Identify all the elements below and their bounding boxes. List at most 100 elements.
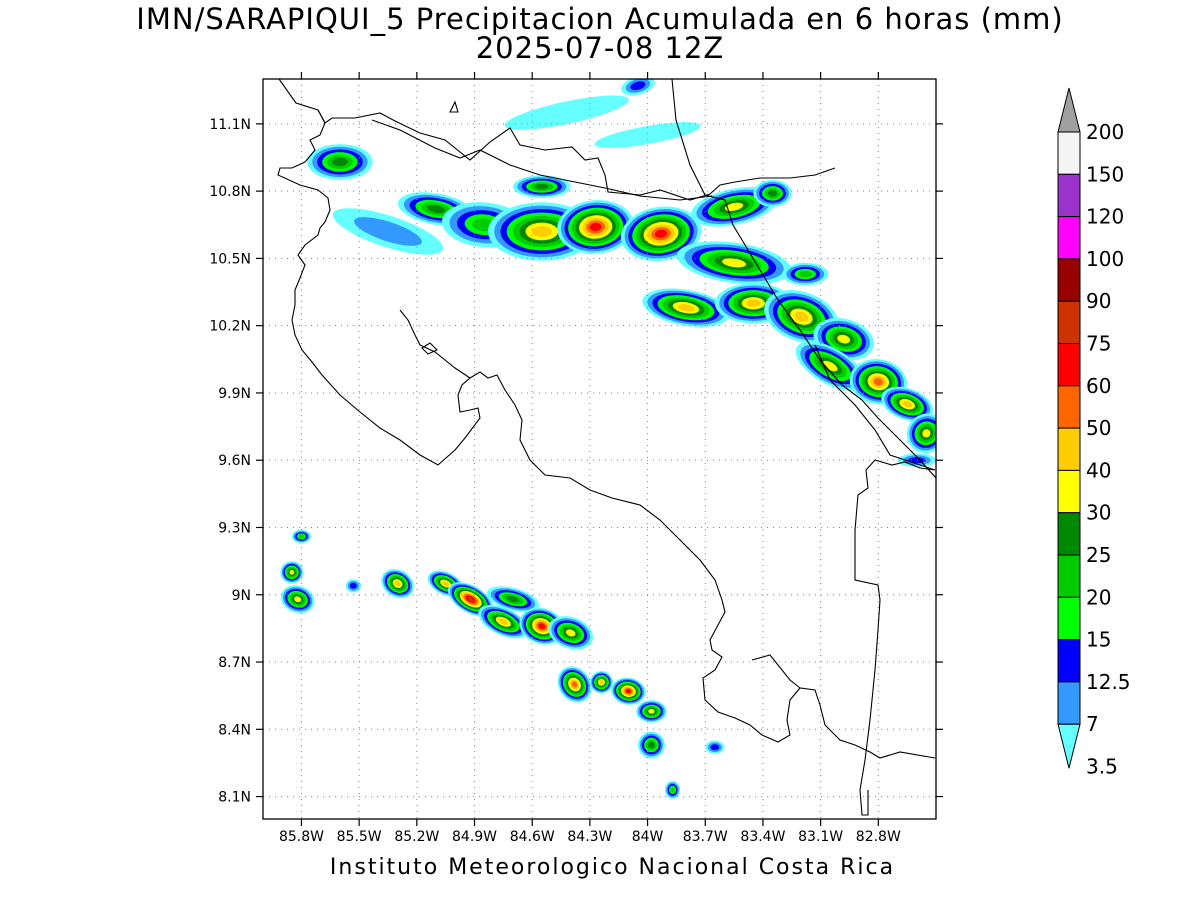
rain-cell (636, 700, 667, 723)
rain-contour-40 (394, 580, 401, 587)
rain-contour-30 (922, 429, 931, 438)
rain-cell (557, 666, 592, 703)
rain-cell (557, 199, 635, 255)
rain-cell (621, 79, 655, 96)
rain-cell (764, 290, 839, 344)
rain-contour-25 (506, 596, 520, 603)
legend-label: 3.5 (1086, 755, 1118, 779)
rain-contour-20 (798, 270, 812, 278)
legend-label: 100 (1086, 247, 1124, 271)
rain-contour-30 (294, 596, 302, 603)
lon-tick-label: 82.8W (856, 829, 901, 845)
rain-contour-60 (654, 229, 668, 238)
rain-contour-25 (534, 183, 549, 190)
coastline-nicaragua-lake (278, 79, 836, 201)
lon-tick-label: 85.8W (279, 829, 324, 845)
panama-border-south (854, 459, 936, 816)
rain-cell (589, 671, 613, 694)
rain-contour-40 (498, 618, 509, 625)
rain-contour-50 (873, 377, 884, 386)
rain-contour-50 (571, 681, 578, 688)
rain-contour-60 (589, 222, 602, 232)
legend-swatch-90 (1057, 258, 1081, 302)
pacific-coast-north (277, 109, 936, 759)
rain-contour-40 (531, 226, 552, 237)
legend-swatch-20 (1057, 554, 1081, 598)
rain-cell (332, 208, 444, 255)
rain-contour-75 (467, 596, 474, 602)
chart-title: IMN/SARAPIQUI_5 Precipitacion Acumulada … (136, 2, 1064, 36)
rain-cell (548, 616, 594, 650)
lat-tick-label: 9N (232, 588, 251, 604)
rain-cell (447, 582, 494, 617)
legend-arrow-min (1057, 723, 1081, 769)
lon-tick-label: 84W (632, 829, 664, 845)
lon-tick-label: 85.2W (394, 829, 439, 845)
legend-label: 15 (1086, 628, 1111, 652)
legend-swatch-75 (1057, 300, 1081, 345)
rain-cell (307, 144, 373, 180)
rain-contour-25 (426, 204, 446, 214)
rain-cell (906, 413, 936, 454)
rain-cell (381, 569, 415, 599)
rain-cell (813, 318, 874, 361)
nicaragua-river (671, 79, 743, 241)
rain-contour-40 (902, 400, 912, 408)
legend-label: 40 (1086, 458, 1111, 482)
rain-contour-40 (442, 581, 450, 586)
lon-tick-label: 84.6W (510, 829, 555, 845)
rain-contour-60 (625, 689, 631, 694)
rain-contour-3_5 (594, 122, 701, 148)
rain-cell (594, 122, 701, 148)
rain-contour-30 (648, 708, 655, 714)
island-small (449, 100, 459, 113)
legend-label: 75 (1086, 332, 1111, 356)
lat-tick-label: 8.7N (218, 655, 251, 671)
legend-label: 30 (1086, 501, 1111, 525)
rain-cell (611, 677, 646, 705)
osa-peninsula (751, 654, 801, 689)
rain-contour-40 (677, 304, 695, 312)
rain-contour-12_5 (630, 81, 646, 91)
rain-contour-12_5 (349, 582, 357, 589)
rain-contour-40 (794, 311, 809, 322)
rain-cell (881, 386, 933, 422)
lon-tick-label: 83.4W (740, 829, 785, 845)
rain-cell (664, 780, 681, 799)
rain-contour-30 (722, 258, 747, 268)
rain-cell (280, 561, 304, 584)
rain-cell (782, 262, 829, 286)
rain-cell (291, 529, 312, 544)
rain-contour-40 (599, 680, 604, 685)
legend-label: 7 (1086, 712, 1099, 736)
rain-cell (642, 288, 730, 327)
lon-tick-label: 85.5W (337, 829, 382, 845)
map-axes: 11.1N 10.8N 10.5N 10.2N 9.9N 9.6N 9.3N 9N 8.7N 8.… (209, 72, 943, 845)
rain-contour-20 (670, 787, 675, 793)
rain-contour-25 (648, 741, 655, 749)
lat-tick-label: 8.1N (218, 790, 251, 806)
legend-swatch-30 (1057, 469, 1081, 514)
rain-contour-30 (289, 569, 295, 575)
coastlines-borders (277, 79, 936, 816)
legend-swatch-100 (1057, 216, 1081, 260)
legend-swatch-120 (1057, 173, 1081, 218)
lat-tick-label: 9.3N (218, 520, 251, 536)
chart-subtitle-date: 2025-07-08 12Z (475, 31, 725, 65)
rain-contour-7 (354, 217, 422, 246)
legend-swatch-60 (1057, 343, 1081, 387)
rain-cell (753, 179, 792, 207)
rain-contour-30 (565, 629, 576, 637)
rain-contour-60 (538, 623, 546, 629)
rain-cell (620, 206, 702, 261)
rain-contour-30 (724, 202, 744, 212)
lat-tick-label: 9.9N (218, 386, 251, 402)
island-chira (421, 342, 438, 355)
legend-swatch-150 (1057, 131, 1081, 175)
lon-tick-label: 83.7W (683, 829, 728, 845)
lon-tick-label: 83.1W (798, 829, 843, 845)
footer-credit: Instituto Meteorologico Nacional Costa R… (329, 855, 896, 880)
legend-label: 150 (1086, 162, 1124, 186)
